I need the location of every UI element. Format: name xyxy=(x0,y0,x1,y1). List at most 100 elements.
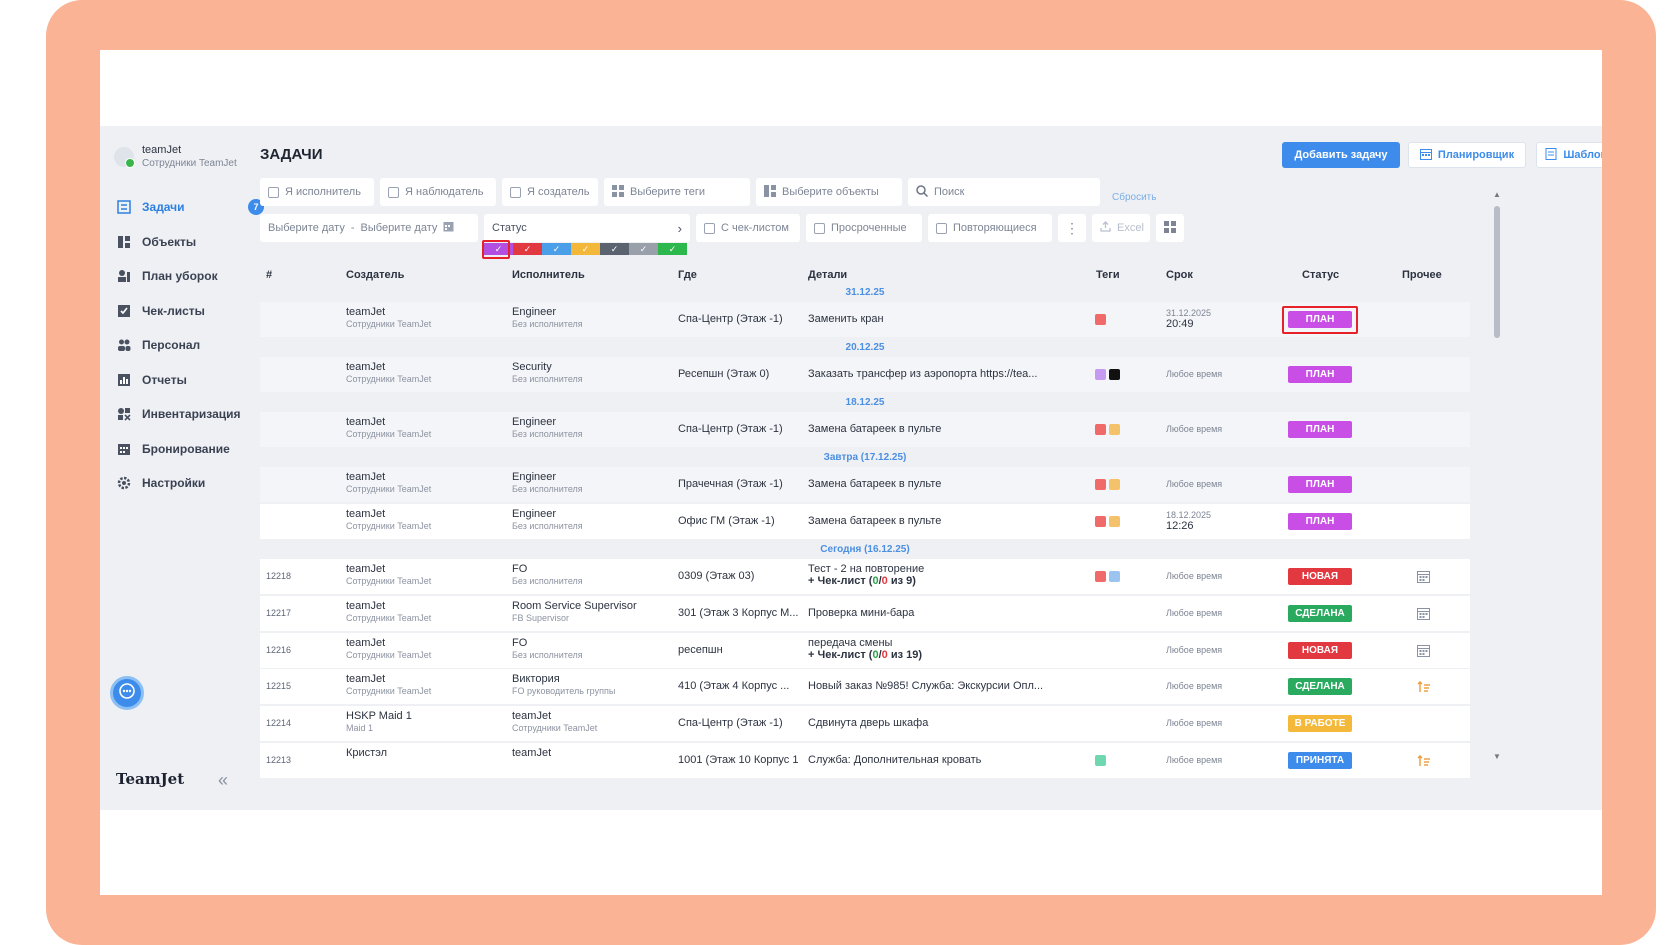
sidebar-item-objects[interactable]: Объекты xyxy=(116,225,266,260)
tag-chip[interactable] xyxy=(1109,424,1120,435)
sidebar-item-reports[interactable]: Отчеты xyxy=(116,363,266,398)
checkbox[interactable] xyxy=(814,222,825,234)
sort-icon[interactable] xyxy=(1417,754,1431,771)
view-grid-button[interactable] xyxy=(1156,214,1184,242)
filter-executor[interactable]: Я исполнитель xyxy=(260,178,374,206)
excel-export-button[interactable]: Excel xyxy=(1092,214,1150,242)
date-to[interactable]: Выберите дату xyxy=(360,222,438,234)
vertical-scrollbar[interactable]: ▲ ▼ xyxy=(1492,190,1502,762)
tag-chip[interactable] xyxy=(1095,369,1106,380)
status-badge[interactable]: ПЛАН xyxy=(1288,366,1352,383)
table-row[interactable]: teamJet Сотрудники TeamJet Engineer Без исп… xyxy=(260,302,1470,338)
tag-chip[interactable] xyxy=(1095,571,1106,582)
status-swatch[interactable]: ✓ xyxy=(542,243,571,255)
table-row[interactable]: 12218 teamJet Сотрудники TeamJet FO Без испо… xyxy=(260,559,1470,595)
table-row[interactable]: 12215 teamJet Сотрудники TeamJet Виктория FO… xyxy=(260,669,1470,705)
sidebar-item-checklists[interactable]: Чек-листы xyxy=(116,294,266,329)
scroll-thumb[interactable] xyxy=(1494,206,1500,338)
calendar-icon[interactable] xyxy=(1417,570,1430,586)
reset-filters-link[interactable]: Сбросить xyxy=(1112,192,1157,203)
tags-select[interactable]: Выберите теги xyxy=(604,178,750,206)
tag-chip[interactable] xyxy=(1095,479,1106,490)
checkbox[interactable] xyxy=(936,222,947,234)
scroll-down-icon[interactable]: ▼ xyxy=(1493,752,1501,761)
checkbox[interactable] xyxy=(510,186,521,198)
status-badge[interactable]: СДЕЛАНА xyxy=(1288,678,1352,695)
status-badge[interactable]: ПРИНЯТА xyxy=(1288,752,1352,769)
objects-icon xyxy=(764,184,776,200)
tag-chip[interactable] xyxy=(1109,571,1120,582)
checklist-total: из 19) xyxy=(887,649,923,661)
status-badge[interactable]: НОВАЯ xyxy=(1288,642,1352,659)
col-header-creator[interactable]: Создатель xyxy=(346,269,405,281)
checkbox[interactable] xyxy=(388,186,399,198)
col-header-where[interactable]: Где xyxy=(678,269,697,281)
checkbox[interactable] xyxy=(704,222,715,234)
table-row[interactable]: teamJet Сотрудники TeamJet Security Без исп… xyxy=(260,357,1470,393)
filter-creator[interactable]: Я создатель xyxy=(502,178,598,206)
calendar-icon[interactable] xyxy=(1417,607,1430,623)
objects-select[interactable]: Выберите объекты xyxy=(756,178,902,206)
table-row[interactable]: 12216 teamJet Сотрудники TeamJet FO Без испо… xyxy=(260,633,1470,669)
sidebar-item-cleaning-plan[interactable]: План уборок xyxy=(116,259,266,294)
status-swatch[interactable]: ✓ xyxy=(658,243,687,255)
user-subtitle: Сотрудники TeamJet xyxy=(142,158,237,169)
filter-observer[interactable]: Я наблюдатель xyxy=(380,178,496,206)
status-swatch[interactable]: ✓ xyxy=(600,243,629,255)
filter-with-checklist[interactable]: С чек-листом xyxy=(696,214,800,242)
support-chat-button[interactable] xyxy=(110,676,144,710)
table-row[interactable]: teamJet Сотрудники TeamJet Engineer Без исп… xyxy=(260,412,1470,448)
calendar-icon[interactable] xyxy=(1417,644,1430,660)
status-badge[interactable]: СДЕЛАНА xyxy=(1288,605,1352,622)
col-header-status[interactable]: Статус xyxy=(1302,269,1340,281)
sidebar-item-booking[interactable]: Бронирование xyxy=(116,432,266,467)
search-input[interactable]: Поиск xyxy=(908,178,1100,206)
table-row[interactable]: teamJet Сотрудники TeamJet Engineer Без исп… xyxy=(260,467,1470,503)
filter-repeating[interactable]: Повторяющиеся xyxy=(928,214,1052,242)
tag-chip[interactable] xyxy=(1109,369,1120,380)
sidebar-item-settings[interactable]: Настройки xyxy=(116,466,266,501)
tag-chip[interactable] xyxy=(1095,516,1106,527)
status-badge[interactable]: ПЛАН xyxy=(1288,476,1352,493)
status-swatch[interactable]: ✓ xyxy=(513,243,542,255)
more-options-icon[interactable]: ⋮ xyxy=(1058,214,1086,242)
templates-button[interactable]: Шаблоны xyxy=(1536,142,1602,168)
status-badge[interactable]: ПЛАН xyxy=(1288,311,1352,328)
status-swatch[interactable]: ✓ xyxy=(484,243,513,255)
scroll-up-icon[interactable]: ▲ xyxy=(1493,190,1501,199)
add-task-button[interactable]: Добавить задачу xyxy=(1282,142,1400,168)
table-row[interactable]: teamJet Сотрудники TeamJet Engineer Без исп… xyxy=(260,504,1470,540)
table-row[interactable]: 12217 teamJet Сотрудники TeamJet Room Servi… xyxy=(260,596,1470,632)
sort-icon[interactable] xyxy=(1417,680,1431,697)
objects-icon xyxy=(116,234,132,250)
collapse-sidebar-icon[interactable]: « xyxy=(218,770,229,790)
tag-chip[interactable] xyxy=(1109,479,1120,490)
tag-chip[interactable] xyxy=(1095,314,1106,325)
sidebar-item-inventory[interactable]: Инвентаризация xyxy=(116,397,266,432)
table-row[interactable]: 12214 HSKP Maid 1 Maid 1 teamJet Сотрудники … xyxy=(260,706,1470,742)
tag-chip[interactable] xyxy=(1095,755,1106,766)
filter-overdue[interactable]: Просроченные xyxy=(806,214,922,242)
status-badge[interactable]: НОВАЯ xyxy=(1288,568,1352,585)
date-from[interactable]: Выберите дату xyxy=(268,222,345,234)
user-profile[interactable]: teamJet Сотрудники TeamJet xyxy=(114,144,237,169)
checkbox[interactable] xyxy=(268,186,279,198)
status-badge[interactable]: В РАБОТЕ xyxy=(1288,715,1352,732)
table-row[interactable]: 12213 Кристэл teamJet 1001 (Этаж 10 Корпус … xyxy=(260,743,1470,779)
status-select[interactable]: Статус › xyxy=(484,214,690,242)
date-range-picker[interactable]: Выберите дату - Выберите дату xyxy=(260,214,478,242)
status-swatch[interactable]: ✓ xyxy=(629,243,658,255)
col-header-executor[interactable]: Исполнитель xyxy=(512,269,585,281)
executor-sub: Без исполнителя xyxy=(512,576,583,586)
sidebar-item-staff[interactable]: Персонал xyxy=(116,328,266,363)
col-header-due[interactable]: Срок xyxy=(1166,269,1193,281)
tags-cell xyxy=(1095,479,1120,490)
planner-button[interactable]: Планировщик xyxy=(1408,142,1526,168)
col-header-details[interactable]: Детали xyxy=(808,269,848,281)
tag-chip[interactable] xyxy=(1109,516,1120,527)
status-swatch[interactable]: ✓ xyxy=(571,243,600,255)
sidebar-item-tasks[interactable]: Задачи 7 xyxy=(116,190,266,225)
status-badge[interactable]: ПЛАН xyxy=(1288,421,1352,438)
tag-chip[interactable] xyxy=(1095,424,1106,435)
status-badge[interactable]: ПЛАН xyxy=(1288,513,1352,530)
